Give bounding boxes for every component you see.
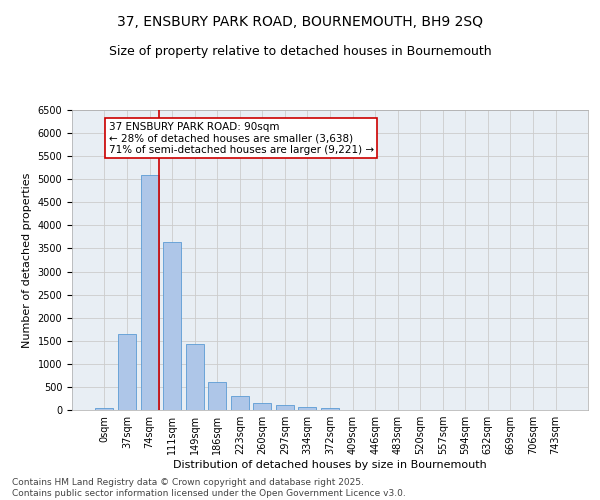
Bar — [321, 408, 339, 410]
Bar — [231, 396, 249, 410]
Text: Contains HM Land Registry data © Crown copyright and database right 2025.
Contai: Contains HM Land Registry data © Crown c… — [12, 478, 406, 498]
Bar — [95, 408, 113, 410]
Bar — [208, 382, 226, 410]
Text: 37 ENSBURY PARK ROAD: 90sqm
← 28% of detached houses are smaller (3,638)
71% of : 37 ENSBURY PARK ROAD: 90sqm ← 28% of det… — [109, 122, 374, 154]
Bar — [253, 403, 271, 410]
X-axis label: Distribution of detached houses by size in Bournemouth: Distribution of detached houses by size … — [173, 460, 487, 470]
Text: 37, ENSBURY PARK ROAD, BOURNEMOUTH, BH9 2SQ: 37, ENSBURY PARK ROAD, BOURNEMOUTH, BH9 … — [117, 15, 483, 29]
Bar — [140, 174, 158, 410]
Y-axis label: Number of detached properties: Number of detached properties — [22, 172, 32, 348]
Bar — [298, 407, 316, 410]
Bar — [185, 344, 204, 410]
Bar — [163, 242, 181, 410]
Bar — [118, 334, 136, 410]
Bar — [276, 406, 294, 410]
Text: Size of property relative to detached houses in Bournemouth: Size of property relative to detached ho… — [109, 45, 491, 58]
